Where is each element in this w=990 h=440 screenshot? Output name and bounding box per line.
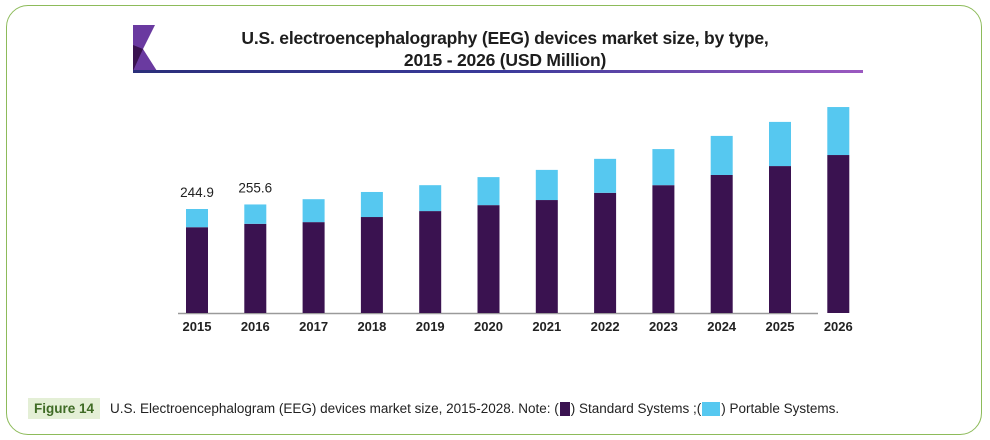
x-tick-label: 2016 (241, 319, 270, 334)
x-tick-label: 2020 (474, 319, 503, 334)
bar-portable-2016 (244, 204, 267, 224)
bar-standard-2025 (769, 166, 791, 313)
bar-portable-2024 (710, 135, 733, 175)
bar-standard-2019 (419, 211, 442, 313)
bar-portable-2025 (769, 121, 791, 167)
caption-text-3: ) Portable Systems. (721, 401, 840, 416)
x-tick-label: 2025 (766, 319, 795, 334)
bar-standard-2016 (244, 223, 267, 313)
x-tick-label: 2018 (357, 319, 386, 334)
chart-title: U.S. electroencephalography (EEG) device… (160, 27, 850, 71)
bar-portable-2026 (827, 107, 850, 156)
data-label-2015: 244.9 (180, 185, 214, 200)
bar-standard-2015 (186, 227, 208, 313)
bar-portable-2015 (186, 209, 208, 228)
caption-text-2: ) Standard Systems ;( (570, 401, 702, 416)
x-tick-label: 2022 (591, 319, 620, 334)
bar-portable-2023 (652, 149, 675, 186)
bar-portable-2022 (594, 158, 617, 193)
figure-caption: Figure 14 U.S. Electroencephalogram (EEG… (28, 398, 839, 419)
bar-standard-2026 (827, 155, 850, 313)
chart-title-line-2: 2015 - 2026 (USD Million) (403, 50, 607, 70)
x-tick-label: 2023 (649, 319, 678, 334)
data-label-2016: 255.6 (238, 180, 272, 195)
figure-frame (6, 5, 982, 435)
bar-standard-2018 (360, 217, 383, 313)
chart-title-line-1: U.S. electroencephalography (EEG) device… (241, 28, 769, 48)
bar-portable-2018 (360, 191, 383, 218)
x-tick-label: 2017 (299, 319, 328, 334)
x-tick-label: 2019 (416, 319, 445, 334)
x-tick-label: 2021 (532, 319, 561, 334)
bar-portable-2020 (477, 177, 500, 206)
bar-standard-2023 (652, 185, 675, 313)
legend-swatch-standard (559, 401, 570, 416)
bar-standard-2022 (594, 192, 617, 313)
x-tick-label: 2015 (183, 319, 212, 334)
x-tick-label: 2026 (824, 319, 853, 334)
bar-standard-2017 (302, 222, 325, 313)
caption-text-1: U.S. Electroencephalogram (EEG) devices … (110, 401, 559, 416)
bar-standard-2024 (710, 174, 733, 313)
bar-portable-2021 (535, 169, 558, 201)
bar-standard-2021 (535, 200, 558, 313)
figure-label: Figure 14 (28, 398, 101, 419)
legend-swatch-portable (702, 401, 721, 416)
bar-portable-2019 (419, 185, 442, 212)
title-decoration (133, 25, 157, 71)
x-tick-label: 2024 (707, 319, 737, 334)
title-rule (133, 70, 863, 73)
bar-portable-2017 (302, 199, 325, 223)
bar-standard-2020 (477, 205, 500, 313)
